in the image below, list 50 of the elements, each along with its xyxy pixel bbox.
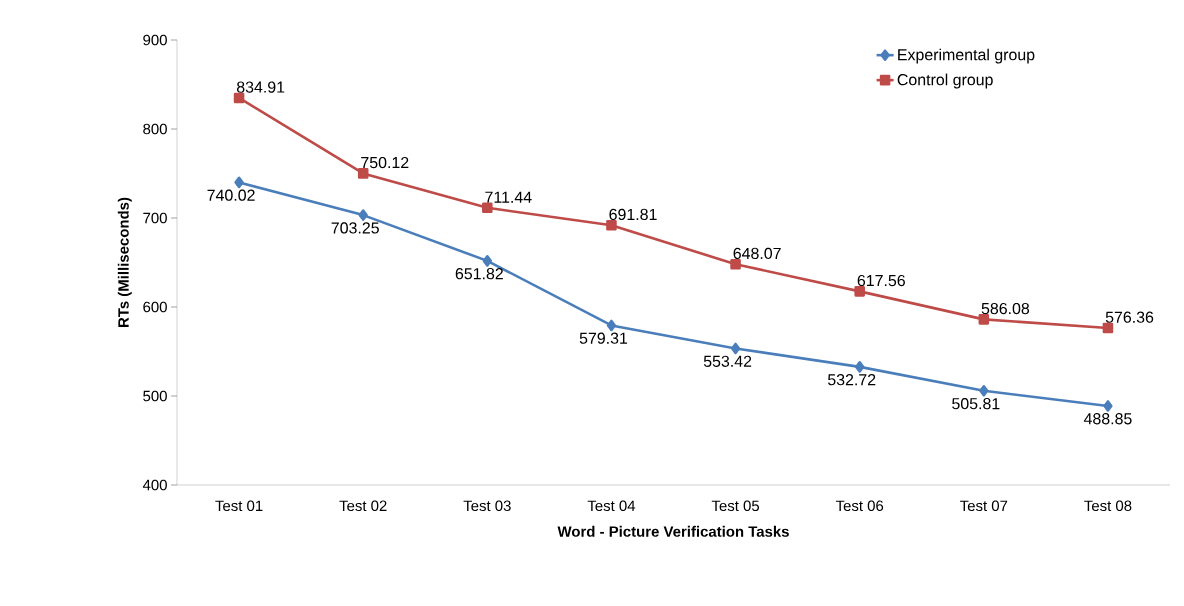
y-tick-label: 900 [143, 34, 167, 46]
point [606, 319, 617, 332]
data-label: 648.07 [733, 247, 781, 260]
x-tick-label: Test 05 [711, 500, 760, 512]
x-axis-title: Word - Picture Verification Tasks [557, 525, 789, 537]
y-axis-title: RTs (Milliseconds) [117, 197, 132, 327]
y-tick-label: 500 [143, 390, 167, 402]
point [482, 202, 493, 214]
data-label: 711.44 [485, 191, 532, 203]
data-label: 576.36 [1105, 311, 1154, 323]
x-tick-label: Test 07 [960, 500, 1008, 512]
data-label: 553.42 [703, 355, 752, 367]
y-tick-label: 700 [143, 212, 167, 224]
point [357, 168, 369, 179]
y-tick-label: 600 [143, 301, 167, 313]
point [730, 258, 741, 270]
data-label: 579.31 [579, 332, 628, 344]
x-tick-label: Test 03 [463, 500, 511, 512]
point [358, 209, 368, 221]
point [1102, 322, 1114, 334]
x-tick-label: Test 06 [835, 500, 884, 512]
point [606, 220, 617, 231]
data-label: 750.12 [361, 156, 409, 169]
point [233, 92, 245, 104]
x-tick-label: Test 01 [215, 500, 263, 512]
legend-label: Control group [897, 73, 993, 89]
x-tick-label: Test 04 [587, 500, 636, 512]
point [979, 385, 989, 397]
point [854, 286, 865, 297]
data-label: 691.81 [609, 208, 657, 221]
data-label: 834.91 [236, 81, 285, 93]
data-label: 532.72 [827, 374, 876, 386]
y-tick-label: 800 [143, 123, 167, 135]
y-tick-label: 400 [142, 479, 167, 491]
data-label: 651.82 [455, 268, 503, 280]
legend-label: Experimental group [898, 48, 1035, 64]
point [1103, 400, 1113, 412]
data-label: 586.08 [981, 302, 1030, 315]
point [855, 361, 865, 373]
x-tick-label: Test 08 [1084, 500, 1132, 512]
point [978, 314, 990, 325]
data-label: 505.81 [952, 398, 1000, 410]
data-label: 617.56 [857, 274, 905, 287]
point [234, 176, 244, 189]
x-tick-label: Test 02 [339, 500, 387, 512]
data-label: 703.25 [331, 222, 379, 234]
data-label: 740.02 [207, 189, 255, 201]
data-label: 488.85 [1083, 413, 1132, 425]
point [730, 342, 741, 355]
point [482, 255, 492, 267]
